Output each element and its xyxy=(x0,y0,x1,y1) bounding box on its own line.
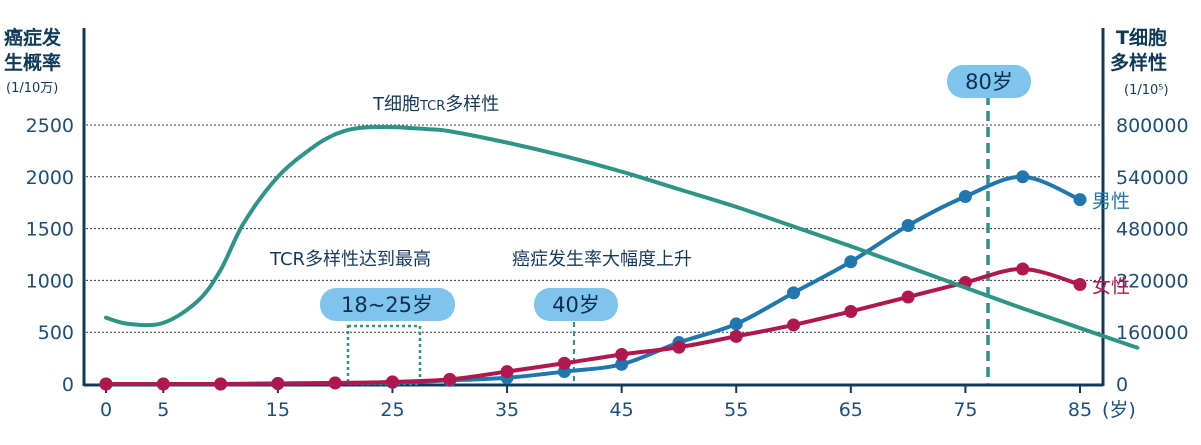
gridlines xyxy=(86,124,1101,333)
x-tick-label: 0 xyxy=(100,399,112,421)
left-axis-unit: (1/10万) xyxy=(6,81,58,96)
tcr-label-sub: TCR xyxy=(419,99,445,114)
left-axis-title-line1: 癌症发 xyxy=(4,26,62,49)
left-axis-ticks: 0 500 1000 1500 2000 2500 xyxy=(26,115,74,396)
male-point xyxy=(1016,170,1030,184)
female-point xyxy=(557,356,571,370)
female-point xyxy=(443,372,457,386)
rise-note: 癌症发生率大幅度上升 xyxy=(512,249,692,270)
female-point xyxy=(99,377,113,391)
right-axis-ticks: 0 160000 320000 480000 540000 800000 xyxy=(1116,115,1189,396)
left-tick-label: 0 xyxy=(62,374,74,396)
male-point xyxy=(1073,193,1087,207)
female-point xyxy=(271,376,285,390)
left-tick-label: 2500 xyxy=(26,115,74,137)
tcr-label-main: T细胞 xyxy=(372,94,420,115)
female-point xyxy=(1073,278,1087,292)
x-tick-label: 5 xyxy=(157,399,169,421)
x-tick-label: 15 xyxy=(266,399,290,421)
pill-80: 80岁 xyxy=(965,70,1013,94)
female-point xyxy=(729,329,743,343)
left-tick-label: 2000 xyxy=(26,167,74,189)
male-series-label: 男性 xyxy=(1092,191,1130,213)
male-point xyxy=(844,255,858,269)
x-tick-label: 75 xyxy=(953,399,977,421)
male-point xyxy=(787,286,801,300)
male-point xyxy=(615,357,629,371)
right-axis-title-line2: 多样性 xyxy=(1110,51,1167,74)
female-point xyxy=(1016,262,1030,276)
left-tick-label: 1500 xyxy=(26,219,74,241)
female-point xyxy=(787,318,801,332)
male-point xyxy=(901,218,915,232)
x-axis-unit: (岁) xyxy=(1102,399,1136,421)
tcr-series-label: T细胞TCR多样性 xyxy=(372,94,499,115)
annotations: TCR多样性达到最高 癌症发生率大幅度上升 T细胞TCR多样性 18~25岁 4… xyxy=(269,65,1031,386)
female-point xyxy=(156,377,170,391)
pill-rise: 40岁 xyxy=(552,293,600,317)
female-point xyxy=(500,365,514,379)
x-tick-label: 45 xyxy=(610,399,634,421)
pill-rise-bg xyxy=(534,288,618,321)
right-axis-unit: (1/10⁵) xyxy=(1124,83,1169,98)
right-tick-label: 800000 xyxy=(1116,115,1189,137)
series-layer xyxy=(99,124,1140,391)
female-series-label: 女性 xyxy=(1092,276,1130,298)
pill-80-bg xyxy=(947,65,1031,98)
x-tick-label: 85 xyxy=(1068,399,1092,421)
peak-note: TCR多样性达到最高 xyxy=(269,249,431,270)
right-tick-label: 480000 xyxy=(1116,219,1189,241)
male-point xyxy=(729,317,743,331)
right-axis-title-line1: T细胞 xyxy=(1116,26,1167,49)
female-point xyxy=(615,347,629,361)
right-tick-label: 540000 xyxy=(1116,167,1189,189)
female-point xyxy=(328,376,342,390)
left-axis-title-line2: 生概率 xyxy=(4,51,61,74)
right-tick-label: 0 xyxy=(1116,374,1128,396)
tcr-line xyxy=(104,124,1140,350)
left-tick-label: 500 xyxy=(38,322,74,344)
male-point xyxy=(958,189,972,203)
x-tick-label: 35 xyxy=(495,399,519,421)
female-point xyxy=(214,377,228,391)
right-tick-label: 320000 xyxy=(1116,270,1189,292)
x-axis-ticks: 0 5 15 25 35 45 55 65 75 85 (岁) xyxy=(100,385,1136,421)
right-tick-label: 160000 xyxy=(1116,322,1189,344)
female-point xyxy=(844,304,858,318)
female-point xyxy=(901,290,915,304)
left-tick-label: 1000 xyxy=(26,270,74,292)
pill-peak: 18~25岁 xyxy=(341,293,433,317)
x-tick-label: 25 xyxy=(380,399,404,421)
x-tick-label: 65 xyxy=(839,399,863,421)
female-point xyxy=(672,340,686,354)
female-point xyxy=(385,375,399,389)
x-tick-label: 55 xyxy=(724,399,748,421)
pill-peak-bg xyxy=(320,288,455,321)
female-line xyxy=(104,267,1082,387)
peak-range-box xyxy=(346,324,422,386)
tcr-label-tail: 多样性 xyxy=(445,94,499,115)
